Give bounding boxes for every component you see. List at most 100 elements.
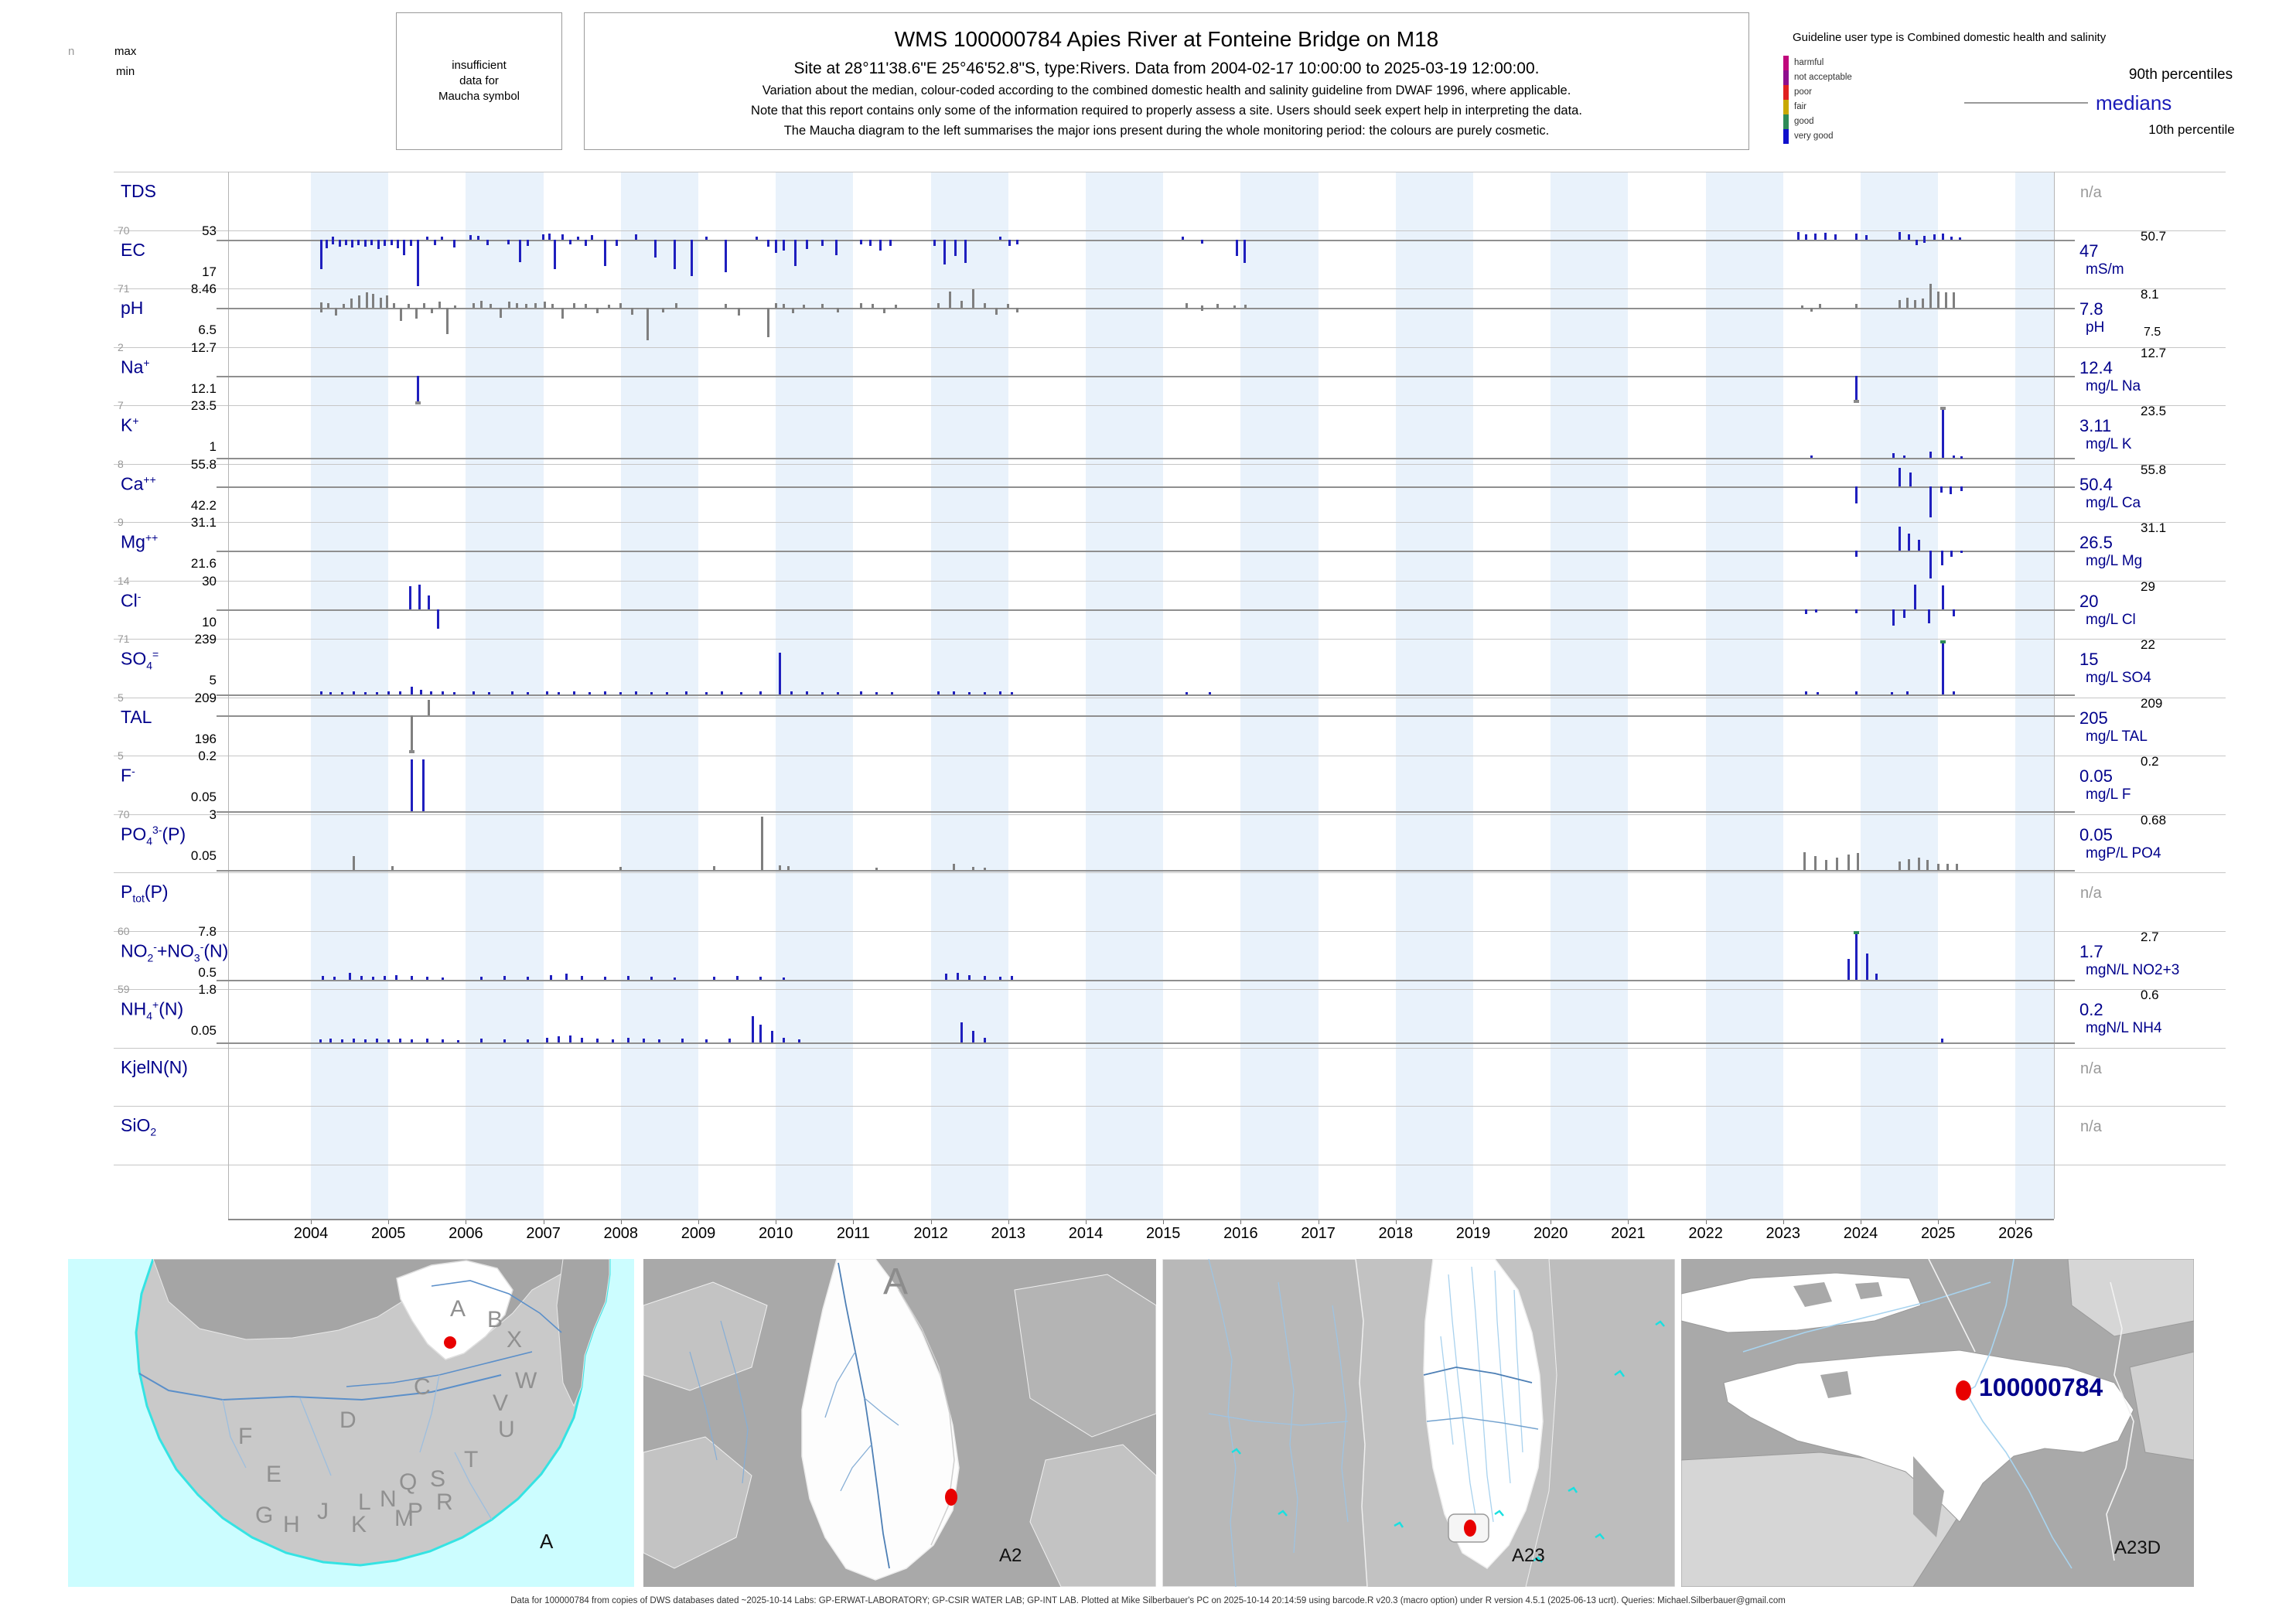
row-separator [114, 1106, 2226, 1107]
stream [1513, 1289, 1523, 1453]
data-spike [357, 295, 360, 309]
data-spike [425, 976, 428, 980]
data-spike [573, 691, 576, 695]
class-label: harmful [1794, 58, 1824, 67]
data-spike [960, 1022, 964, 1042]
data-spike [1941, 585, 1944, 610]
median-line [217, 376, 2075, 378]
river [824, 1351, 856, 1418]
param-n-count: 59 [118, 983, 130, 995]
data-spike [350, 298, 353, 309]
data-spike [778, 865, 781, 870]
param-median-value: 3.11 [2079, 416, 2112, 435]
param-p90-value: 50.7 [2141, 228, 2167, 244]
data-spike [1235, 240, 1238, 257]
data-spike [1847, 959, 1851, 980]
data-spike [1907, 234, 1910, 241]
param-max-value: 53 [202, 223, 217, 238]
data-spike [527, 1039, 530, 1042]
spike-cap [1939, 407, 1946, 411]
data-spike [1907, 534, 1910, 551]
formula-part: ++ [145, 531, 159, 544]
param-median-value: 205 [2079, 708, 2108, 728]
region [1014, 1274, 1156, 1438]
data-spike [487, 692, 490, 695]
drainage-letter-G: G [255, 1503, 273, 1528]
data-spike [365, 292, 368, 309]
data-spike [751, 1016, 754, 1042]
river [720, 1320, 749, 1484]
data-spike [357, 240, 360, 245]
param-p90-value: 31.1 [2141, 520, 2167, 535]
param-name-EC: EC [121, 240, 145, 261]
data-spike [878, 240, 882, 251]
class-label: not acceptable [1794, 73, 1852, 82]
row-separator [114, 930, 2226, 932]
data-spike [968, 692, 971, 695]
map-panel-label: A2 [999, 1545, 1022, 1566]
param-min-value: 1 [209, 439, 217, 454]
data-spike [1805, 234, 1808, 241]
drainage-letter-L: L [358, 1489, 371, 1515]
data-spike [445, 308, 449, 335]
data-spike [662, 308, 665, 312]
param-name-KjelN: KjelN(N) [121, 1057, 188, 1078]
data-spike [340, 692, 343, 695]
data-spike [1855, 933, 1858, 980]
data-spike [782, 977, 785, 980]
data-spike [1929, 452, 1932, 459]
param-median-value: 15 [2079, 650, 2099, 669]
param-max-value: 239 [194, 632, 217, 647]
data-spike [329, 1039, 332, 1042]
data-spike [891, 692, 893, 695]
data-spike [558, 692, 561, 695]
param-max-value: 55.8 [190, 456, 217, 472]
data-spike [425, 1039, 428, 1042]
data-spike [859, 240, 862, 245]
param-median-value: 50.4 [2079, 474, 2113, 494]
river [1208, 1259, 1237, 1587]
data-spike [503, 1039, 506, 1042]
year-tick [1938, 1219, 1939, 1224]
class-label: poor [1794, 87, 1813, 97]
data-spike [499, 308, 502, 318]
median-line [217, 458, 2075, 460]
data-spike [329, 692, 332, 695]
data-spike [774, 240, 777, 253]
param-name-TAL: TAL [121, 707, 152, 728]
data-spike [1814, 233, 1817, 241]
data-spike [1907, 858, 1910, 870]
mini-legend-min-label: min [116, 65, 135, 78]
data-spike [371, 294, 374, 309]
data-spike [418, 584, 421, 610]
data-spike [759, 1025, 762, 1042]
data-spike [933, 240, 936, 246]
data-spike [627, 1037, 630, 1042]
param-name-TDS: TDS [121, 181, 156, 202]
param-max-value: 31.1 [190, 515, 217, 530]
year-label: 2012 [913, 1225, 948, 1242]
maucha-note-line: data for [459, 74, 499, 87]
formula-part: (N) [159, 998, 184, 1019]
year-label: 2021 [1611, 1225, 1646, 1242]
data-spike [1949, 486, 1952, 494]
map-local-area: 100000784 A23D [1681, 1259, 2194, 1587]
data-spike [573, 302, 576, 309]
formula-part: + [152, 998, 159, 1011]
data-spike [410, 976, 413, 980]
data-spike [398, 691, 401, 695]
data-spike [954, 240, 957, 257]
data-spike [1200, 240, 1203, 244]
suburb-region [2129, 1351, 2194, 1461]
data-spike [604, 976, 607, 980]
data-spike [1944, 292, 1947, 309]
data-spike [1917, 539, 1920, 551]
river [840, 1444, 872, 1492]
year-tick [2015, 1219, 2017, 1224]
data-spike [441, 1039, 444, 1042]
data-spike [786, 866, 790, 870]
data-spike [964, 240, 967, 264]
report-note-2: Note that this report contains only some… [751, 104, 1582, 118]
param-p90-value: 209 [2141, 695, 2163, 711]
formula-part: pH [121, 298, 144, 318]
